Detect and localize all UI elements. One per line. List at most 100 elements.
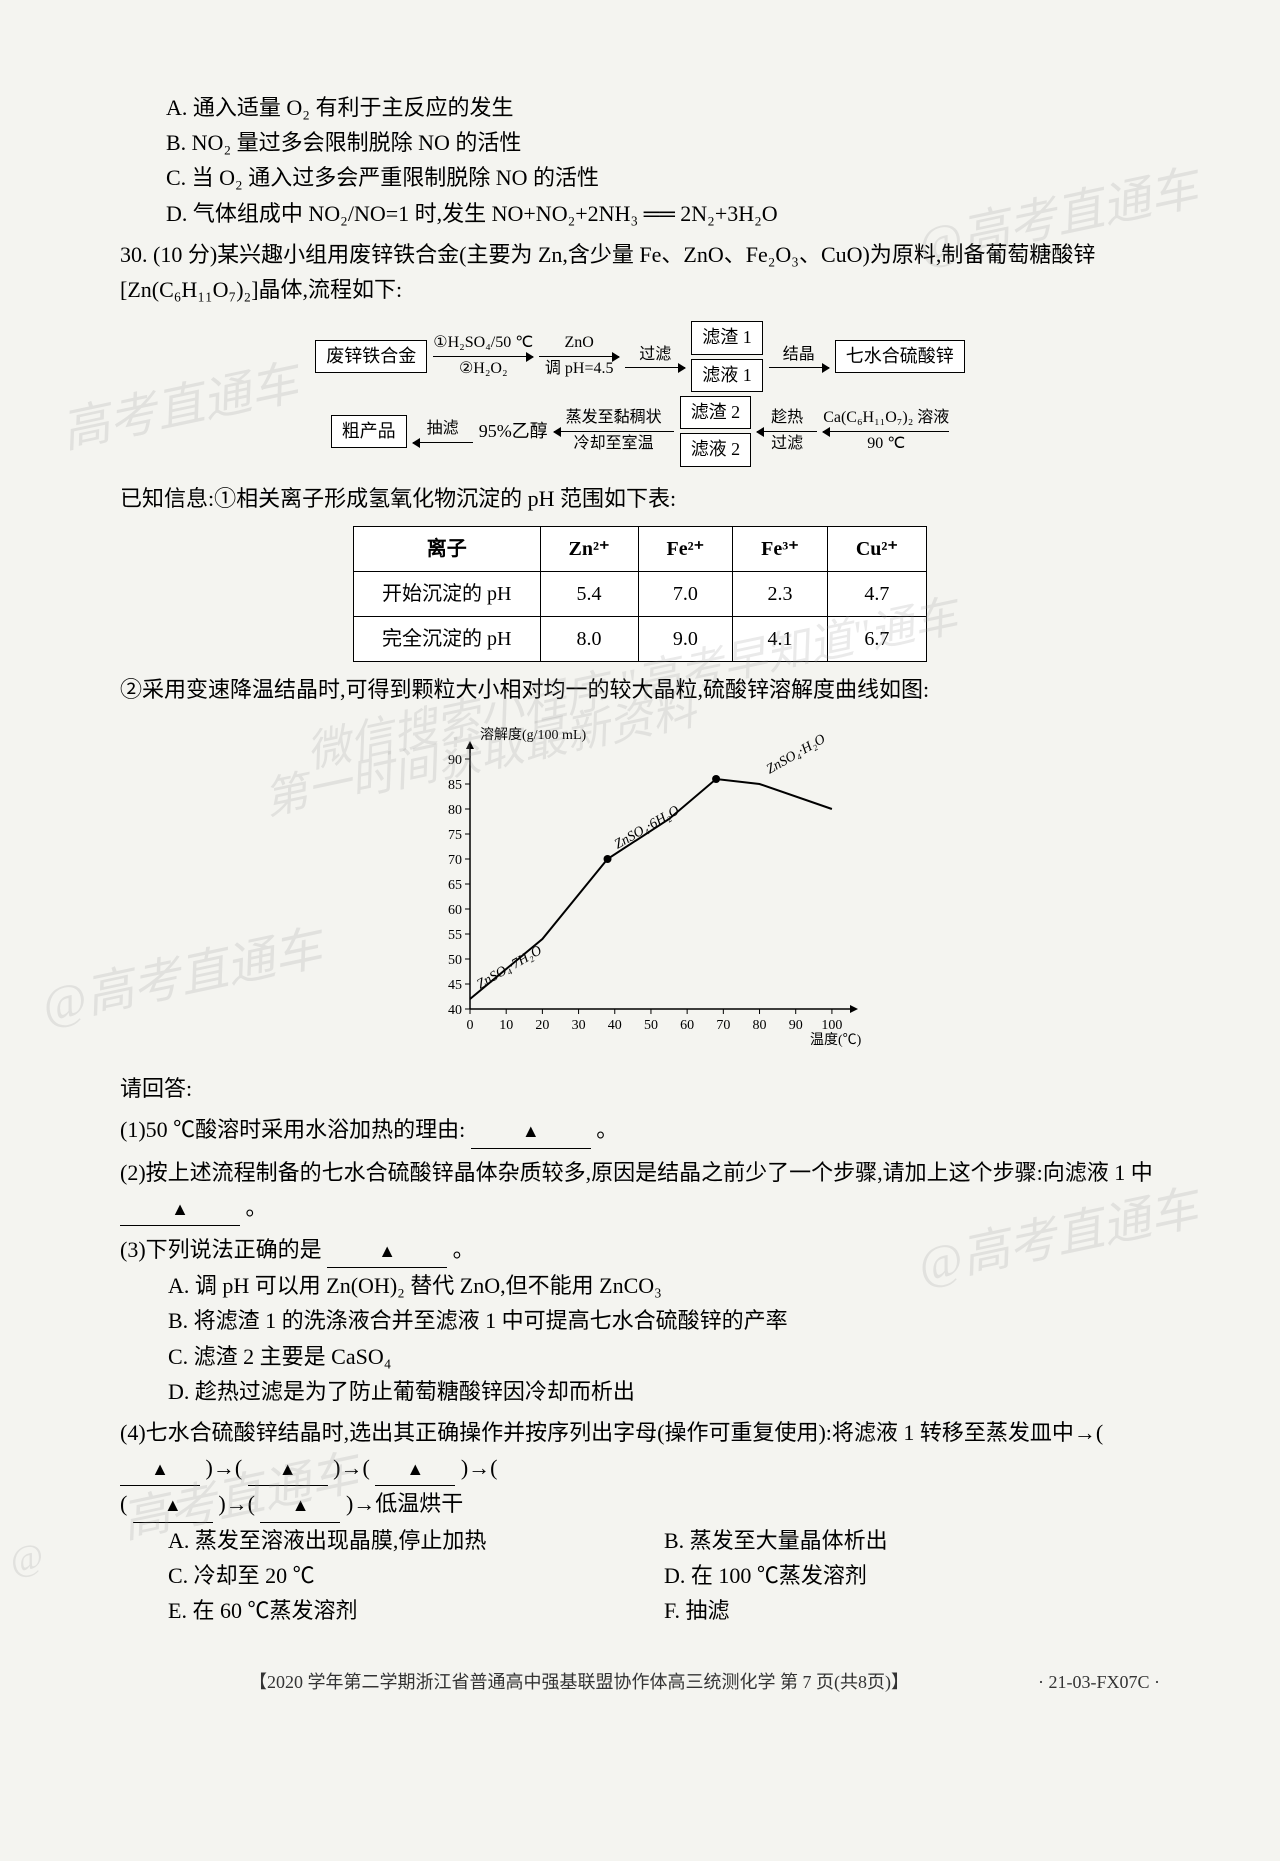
td: 2.3	[733, 571, 828, 616]
flow-box: 粗产品	[331, 415, 407, 448]
sq2: (2)按上述流程制备的七水合硫酸锌晶体杂质较多,原因是结晶之前少了一个步骤,请加…	[120, 1155, 1160, 1226]
info-1: 已知信息:①相关离子形成氢氧化物沉淀的 pH 范围如下表:	[120, 481, 1160, 516]
flow-arrow: Ca(C₆H₁₁O₇)₂ 溶液 90 ℃	[823, 408, 949, 455]
th: Fe³⁺	[733, 526, 828, 571]
sq3-text: (3)下列说法正确的是	[120, 1237, 322, 1262]
sq2-text: (2)按上述流程制备的七水合硫酸锌晶体杂质较多,原因是结晶之前少了一个步骤,请加…	[120, 1160, 1153, 1185]
th: Zn²⁺	[540, 526, 638, 571]
sq3-opt-a: A. 调 pH 可以用 Zn(OH)₂ 替代 ZnO,但不能用 ZnCO₃	[120, 1268, 1160, 1303]
footer: 【2020 学年第二学期浙江省普通高中强基联盟协作体高三统测化学 第 7 页(共…	[120, 1668, 1160, 1697]
q29-opt-a: A. 通入适量 O₂ 有利于主反应的发生	[138, 90, 1160, 125]
svg-text:75: 75	[448, 828, 462, 843]
svg-text:ZnSO₄·H₂O: ZnSO₄·H₂O	[764, 732, 828, 778]
sq3-opt-b: B. 将滤渣 1 的洗涤液合并至滤液 1 中可提高七水合硫酸锌的产率	[120, 1303, 1160, 1338]
sq4-opt-b: B. 蒸发至大量晶体析出	[664, 1523, 1160, 1558]
td: 4.7	[827, 571, 926, 616]
flow-box: 七水合硫酸锌	[835, 340, 965, 373]
td: 9.0	[638, 616, 733, 661]
solubility-chart: 4045505560657075808590010203040506070809…	[120, 719, 1160, 1059]
flow-box: 滤渣 1	[691, 321, 763, 354]
svg-text:溶解度(g/100 mL): 溶解度(g/100 mL)	[480, 727, 586, 743]
sq4-arrow: )→(	[206, 1455, 243, 1480]
flow-box: 滤液 1	[691, 359, 763, 392]
sq4-text: (4)七水合硫酸锌结晶时,选出其正确操作并按序列出字母(操作可重复使用):将滤液…	[120, 1420, 1103, 1445]
svg-text:80: 80	[753, 1018, 767, 1033]
svg-text:0: 0	[467, 1018, 474, 1033]
flow-arrow: ZnO 调 pH=4.5	[539, 333, 619, 380]
td: 8.0	[540, 616, 638, 661]
flow-box: 滤液 2	[680, 433, 752, 466]
ph-table: 离子 Zn²⁺ Fe²⁺ Fe³⁺ Cu²⁺ 开始沉淀的 pH 5.4 7.0 …	[353, 526, 927, 662]
sq1: (1)50 ℃酸溶时采用水浴加热的理由: ▲ 。	[120, 1112, 1160, 1148]
blank-icon: ▲	[522, 1117, 540, 1146]
svg-text:30: 30	[572, 1018, 586, 1033]
svg-text:45: 45	[448, 978, 462, 993]
svg-text:温度(℃): 温度(℃)	[810, 1032, 862, 1048]
flow-arrow: 结晶	[769, 345, 829, 369]
blank-icon: ▲	[378, 1237, 396, 1266]
footer-code: · 21-03-FX07C ·	[1038, 1668, 1160, 1697]
svg-text:60: 60	[448, 903, 462, 918]
td: 完全沉淀的 pH	[354, 616, 540, 661]
svg-text:55: 55	[448, 928, 462, 943]
svg-text:80: 80	[448, 803, 462, 818]
svg-text:60: 60	[680, 1018, 694, 1033]
th: Cu²⁺	[827, 526, 926, 571]
ask-label: 请回答:	[120, 1071, 1160, 1106]
sq4: (4)七水合硫酸锌结晶时,选出其正确操作并按序列出字母(操作可重复使用):将滤液…	[120, 1415, 1160, 1523]
chart-svg: 4045505560657075808590010203040506070809…	[410, 719, 870, 1049]
svg-text:20: 20	[535, 1018, 549, 1033]
svg-text:85: 85	[448, 778, 462, 793]
flow-arrow: 抽滤	[413, 419, 473, 443]
svg-text:65: 65	[448, 878, 462, 893]
flow-box: 废锌铁合金	[315, 340, 427, 373]
td: 4.1	[733, 616, 828, 661]
sq4-opt-e: E. 在 60 ℃蒸发溶剂	[168, 1593, 664, 1628]
flow-arrow: ①H₂SO₄/50 ℃ ②H₂O₂	[433, 333, 533, 380]
svg-text:90: 90	[448, 753, 462, 768]
watermark: @	[4, 1527, 48, 1590]
flow-arrow: 趁热 过滤	[757, 408, 817, 455]
sq3: (3)下列说法正确的是 ▲ 。	[120, 1232, 1160, 1268]
th: Fe²⁺	[638, 526, 733, 571]
q29-opt-d: D. 气体组成中 NO₂/NO=1 时,发生 NO+NO₂+2NH₃ ══ 2N…	[138, 196, 1160, 231]
svg-text:50: 50	[448, 953, 462, 968]
q30-stem: 30. (10 分)某兴趣小组用废锌铁合金(主要为 Zn,含少量 Fe、ZnO、…	[120, 237, 1160, 307]
blank-icon: ▲	[292, 1491, 310, 1520]
flow-arrow: 过滤	[625, 345, 685, 369]
flow-box: 滤渣 2	[680, 396, 752, 429]
svg-text:70: 70	[448, 853, 462, 868]
sq4-opt-d: D. 在 100 ℃蒸发溶剂	[664, 1558, 1160, 1593]
svg-text:50: 50	[644, 1018, 658, 1033]
flow-arrow: 蒸发至黏稠状 冷却至室温	[554, 408, 674, 455]
sq1-end: 。	[596, 1117, 618, 1142]
sq3-opt-d: D. 趁热过滤是为了防止葡萄糖酸锌因冷却而析出	[120, 1374, 1160, 1409]
td: 5.4	[540, 571, 638, 616]
svg-text:100: 100	[821, 1018, 842, 1033]
blank-icon: ▲	[406, 1455, 424, 1484]
svg-text:ZnSO₄·6H₂O: ZnSO₄·6H₂O	[612, 803, 682, 852]
sq4-arrow: )→(	[218, 1491, 255, 1516]
sq4-opt-c: C. 冷却至 20 ℃	[168, 1558, 664, 1593]
blank-icon: ▲	[164, 1491, 182, 1520]
sq4-arrow: )→(	[461, 1455, 498, 1480]
footer-text: 【2020 学年第二学期浙江省普通高中强基联盟协作体高三统测化学 第 7 页(共…	[249, 1672, 909, 1692]
sq1-text: (1)50 ℃酸溶时采用水浴加热的理由:	[120, 1117, 465, 1142]
blank-icon: ▲	[279, 1455, 297, 1484]
flowchart: 废锌铁合金 ①H₂SO₄/50 ℃ ②H₂O₂ ZnO 调 pH=4.5 过滤 …	[120, 321, 1160, 467]
sq4-opt-f: F. 抽滤	[664, 1593, 1160, 1628]
td: 7.0	[638, 571, 733, 616]
sq4-arrow: )→(	[333, 1455, 370, 1480]
svg-text:90: 90	[789, 1018, 803, 1033]
sq3-end: 。	[453, 1237, 475, 1262]
svg-text:40: 40	[448, 1003, 462, 1018]
svg-text:40: 40	[608, 1018, 622, 1033]
info-2: ②采用变速降温结晶时,可得到颗粒大小相对均一的较大晶粒,硫酸锌溶解度曲线如图:	[120, 672, 1160, 707]
th: 离子	[354, 526, 540, 571]
sq2-end: 。	[246, 1195, 268, 1220]
blank-icon: ▲	[171, 1195, 189, 1224]
blank-icon: ▲	[151, 1455, 169, 1484]
sq4-end: )→低温烘干	[346, 1491, 463, 1516]
svg-text:70: 70	[716, 1018, 730, 1033]
td: 开始沉淀的 pH	[354, 571, 540, 616]
